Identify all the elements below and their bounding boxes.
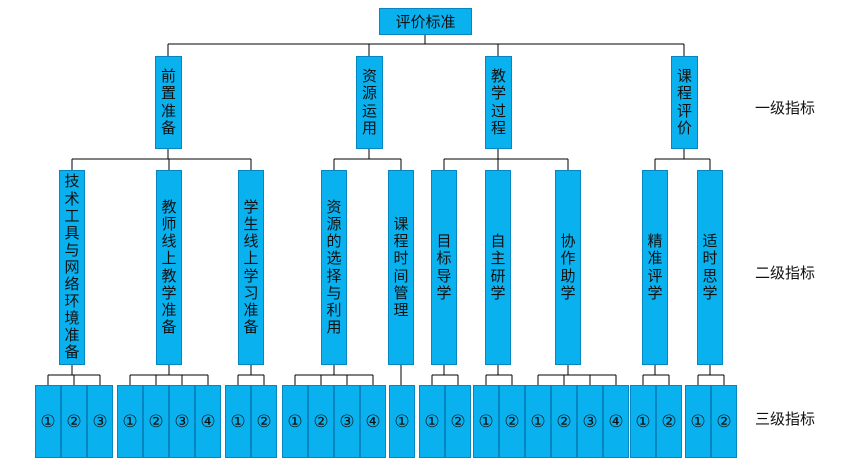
- level2-label: 协作助学: [560, 232, 576, 302]
- level3-label: ①: [122, 411, 138, 432]
- level1-label: 课程评价: [676, 67, 692, 137]
- level1-box-2: 教学过程: [485, 56, 512, 149]
- level3-label: ②: [716, 411, 732, 432]
- level3-box-3-1-1: ②: [711, 385, 737, 458]
- level3-box-1-0-2: ③: [334, 385, 360, 458]
- level3-label: ④: [608, 411, 624, 432]
- level2-caption: 二级指标: [755, 264, 816, 282]
- level3-label: ①: [230, 411, 246, 432]
- level3-label: ③: [92, 411, 108, 432]
- level1-label: 前置准备: [160, 67, 176, 137]
- level3-label: ④: [365, 411, 381, 432]
- level3-box-0-1-1: ②: [143, 385, 169, 458]
- level3-label: ②: [66, 411, 82, 432]
- level3-label: ①: [40, 411, 56, 432]
- level3-box-1-0-3: ④: [360, 385, 386, 458]
- level3-label: ②: [661, 411, 677, 432]
- level3-box-2-0-0: ①: [419, 385, 445, 458]
- level2-box-2-2: 协作助学: [555, 170, 581, 365]
- level3-label: ②: [148, 411, 164, 432]
- level3-box-1-1-0: ①: [389, 385, 415, 458]
- level3-box-2-0-1: ②: [445, 385, 471, 458]
- level3-box-1-0-1: ②: [308, 385, 334, 458]
- root-label: 评价标准: [395, 13, 456, 31]
- level2-label: 目标导学: [436, 232, 452, 302]
- level1-box-0: 前置准备: [155, 56, 182, 149]
- level3-box-2-1-1: ②: [499, 385, 525, 458]
- level2-box-2-1: 自主研学: [485, 170, 511, 365]
- level3-box-2-1-0: ①: [473, 385, 499, 458]
- level3-label: ①: [530, 411, 546, 432]
- level2-label: 学生线上学习准备: [243, 198, 259, 336]
- level3-box-0-1-0: ①: [117, 385, 143, 458]
- level1-box-1: 资源运用: [356, 56, 383, 149]
- level2-label: 自主研学: [490, 232, 506, 302]
- level1-box-3: 课程评价: [671, 56, 698, 149]
- level2-box-3-0: 精准评学: [642, 170, 668, 365]
- level3-label: ②: [313, 411, 329, 432]
- level3-label: ②: [556, 411, 572, 432]
- level3-box-3-1-0: ①: [685, 385, 711, 458]
- level3-box-3-0-0: ①: [630, 385, 656, 458]
- level3-label: ①: [478, 411, 494, 432]
- level2-box-0-2: 学生线上学习准备: [238, 170, 264, 365]
- level3-label: ①: [635, 411, 651, 432]
- level2-box-0-1: 教师线上教学准备: [156, 170, 182, 365]
- level3-box-2-2-0: ①: [525, 385, 551, 458]
- level3-box-2-2-1: ②: [551, 385, 577, 458]
- level1-caption: 一级指标: [755, 99, 816, 117]
- level2-box-0-0: 技术工具与网络环境准备: [59, 170, 85, 365]
- level3-box-0-0-1: ②: [61, 385, 87, 458]
- level3-box-0-1-3: ④: [195, 385, 221, 458]
- level2-box-2-0: 目标导学: [431, 170, 457, 365]
- level2-label: 教师线上教学准备: [161, 198, 177, 336]
- level3-box-2-2-2: ③: [577, 385, 603, 458]
- level3-label: ④: [200, 411, 216, 432]
- level2-label: 适时思学: [702, 232, 718, 302]
- level2-label: 课程时间管理: [393, 215, 409, 319]
- level3-label: ②: [450, 411, 466, 432]
- level3-box-0-1-2: ③: [169, 385, 195, 458]
- level2-box-1-1: 课程时间管理: [388, 170, 414, 365]
- level2-label: 精准评学: [647, 232, 663, 302]
- level3-label: ③: [582, 411, 598, 432]
- level3-box-0-0-0: ①: [35, 385, 61, 458]
- level3-label: ①: [690, 411, 706, 432]
- level3-box-0-2-0: ①: [225, 385, 251, 458]
- level3-box-2-2-3: ④: [603, 385, 629, 458]
- level2-box-3-1: 适时思学: [697, 170, 723, 365]
- level3-label: ①: [394, 411, 410, 432]
- level1-label: 教学过程: [490, 67, 506, 137]
- level3-label: ①: [287, 411, 303, 432]
- level3-label: ③: [339, 411, 355, 432]
- level3-box-0-2-1: ②: [251, 385, 277, 458]
- level3-box-1-0-0: ①: [282, 385, 308, 458]
- level3-label: ②: [504, 411, 520, 432]
- root-box: 评价标准: [379, 8, 472, 35]
- level1-label: 资源运用: [361, 67, 377, 137]
- level3-box-0-0-2: ③: [87, 385, 113, 458]
- level3-label: ①: [424, 411, 440, 432]
- level3-label: ③: [174, 411, 190, 432]
- level3-box-3-0-1: ②: [656, 385, 682, 458]
- level2-label: 技术工具与网络环境准备: [64, 172, 80, 362]
- level2-label: 资源的选择与利用: [326, 198, 342, 336]
- level2-box-1-0: 资源的选择与利用: [321, 170, 347, 365]
- level3-label: ②: [256, 411, 272, 432]
- level3-caption: 三级指标: [755, 410, 816, 428]
